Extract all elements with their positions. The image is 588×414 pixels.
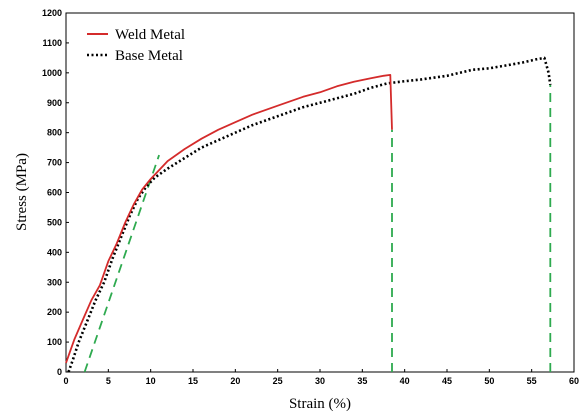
y-tick-label: 900 <box>47 98 62 108</box>
y-tick-label: 800 <box>47 128 62 138</box>
x-tick-label: 25 <box>273 376 283 386</box>
legend-label-weld-metal: Weld Metal <box>115 27 185 43</box>
y-tick-label: 200 <box>47 307 62 317</box>
y-tick-label: 400 <box>47 247 62 257</box>
x-axis-title: Strain (%) <box>289 396 351 412</box>
y-tick-label: 100 <box>47 337 62 347</box>
x-tick-label: 50 <box>484 376 494 386</box>
x-tick-label: 35 <box>357 376 367 386</box>
y-tick-label: 1200 <box>42 8 62 18</box>
x-tick-label: 10 <box>146 376 156 386</box>
x-tick-label: 0 <box>63 376 68 386</box>
series-line-guide-2 <box>83 154 160 373</box>
y-tick-label: 700 <box>47 158 62 168</box>
y-tick-label: 600 <box>47 188 62 198</box>
x-tick-label: 55 <box>527 376 537 386</box>
series-layer <box>65 56 552 373</box>
y-tick-label: 1000 <box>42 68 62 78</box>
x-tick-label: 45 <box>442 376 452 386</box>
x-tick-label: 60 <box>569 376 579 386</box>
x-tick-label: 15 <box>188 376 198 386</box>
legend-label-base-metal: Base Metal <box>115 48 183 64</box>
y-tick-label: 0 <box>57 367 62 377</box>
y-axis-title: Stress (MPa) <box>14 153 30 231</box>
y-tick-label: 300 <box>47 277 62 287</box>
x-tick-label: 30 <box>315 376 325 386</box>
x-tick-label: 5 <box>106 376 111 386</box>
legend: Weld Metal Base Metal <box>87 27 185 64</box>
y-axis-ticks: 0 100 200 300 400 500 600 700 800 900 1000 1100 1200 <box>42 8 69 377</box>
series-line-base-metal <box>67 56 552 373</box>
y-tick-label: 1100 <box>42 38 62 48</box>
x-tick-label: 40 <box>400 376 410 386</box>
x-tick-label: 20 <box>230 376 240 386</box>
y-tick-label: 500 <box>47 217 62 227</box>
series-line-weld-metal <box>65 74 393 364</box>
x-axis-ticks: 0 5 10 15 20 25 30 35 40 45 50 55 60 <box>63 369 579 386</box>
